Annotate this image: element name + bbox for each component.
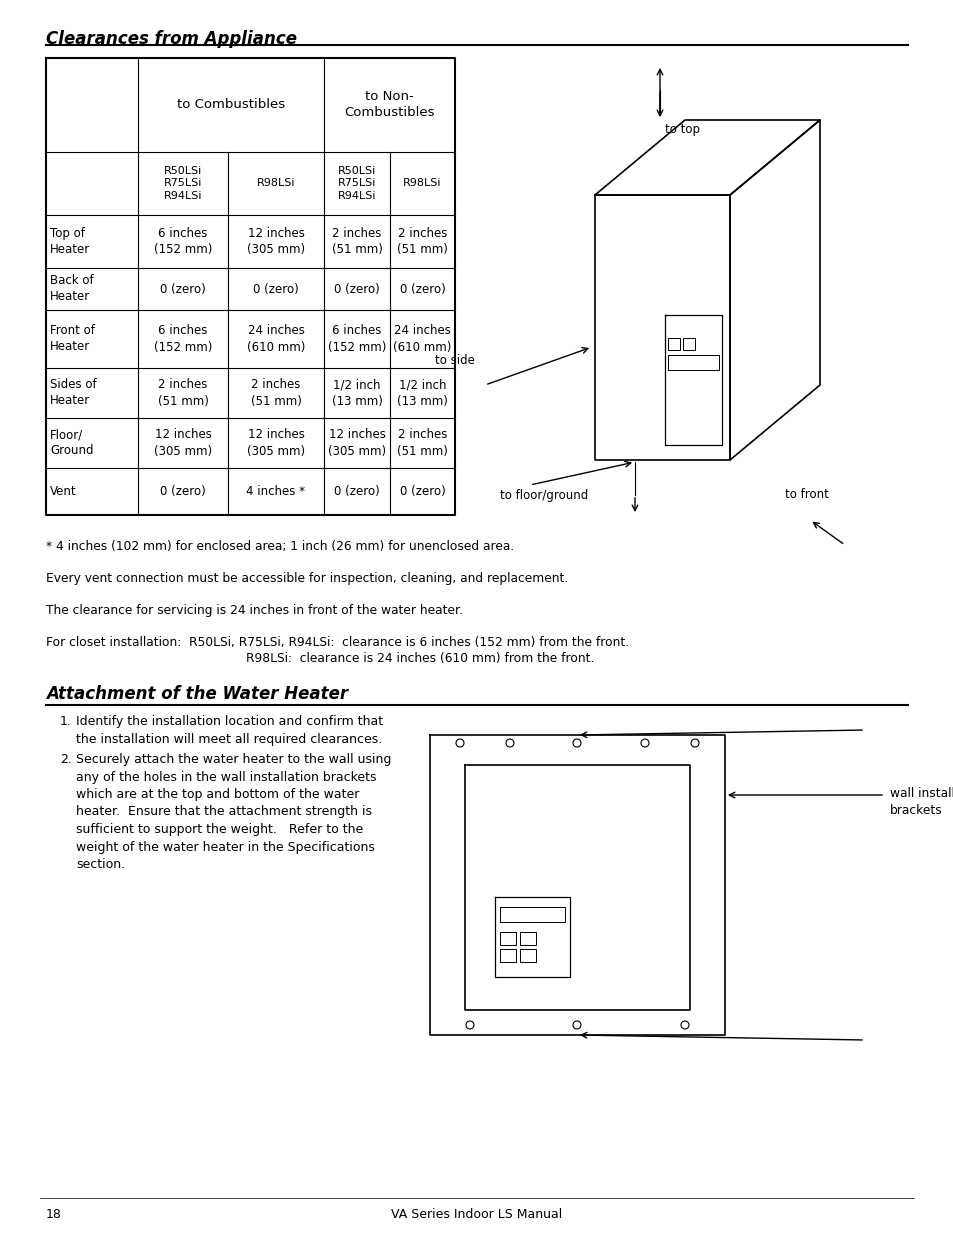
Text: 2 inches
(51 mm): 2 inches (51 mm) [251,378,301,408]
Text: The clearance for servicing is 24 inches in front of the water heater.: The clearance for servicing is 24 inches… [46,604,462,618]
Text: 2 inches
(51 mm): 2 inches (51 mm) [157,378,208,408]
Text: 0 (zero): 0 (zero) [160,485,206,498]
Text: 24 inches
(610 mm): 24 inches (610 mm) [247,325,305,353]
Text: R98LSi:  clearance is 24 inches (610 mm) from the front.: R98LSi: clearance is 24 inches (610 mm) … [246,652,594,664]
Text: Securely attach the water heater to the wall using
any of the holes in the wall : Securely attach the water heater to the … [76,753,391,871]
Text: 0 (zero): 0 (zero) [334,485,379,498]
Text: 1/2 inch
(13 mm): 1/2 inch (13 mm) [396,378,448,408]
Text: R98LSi: R98LSi [403,179,441,189]
Text: Attachment of the Water Heater: Attachment of the Water Heater [46,685,348,703]
Text: 1.: 1. [60,715,71,727]
Text: * 4 inches (102 mm) for enclosed area; 1 inch (26 mm) for unenclosed area.: * 4 inches (102 mm) for enclosed area; 1… [46,540,514,553]
Text: to top: to top [664,124,700,137]
Text: R50LSi
R75LSi
R94LSi: R50LSi R75LSi R94LSi [164,165,202,201]
Text: 6 inches
(152 mm): 6 inches (152 mm) [153,227,212,256]
Text: 0 (zero): 0 (zero) [253,283,298,295]
Bar [682,338,695,350]
Text: 12 inches
(305 mm): 12 inches (305 mm) [247,227,305,256]
Bar [499,948,516,962]
Text: Identify the installation location and confirm that
the installation will meet a: Identify the installation location and c… [76,715,383,746]
Text: 1/2 inch
(13 mm): 1/2 inch (13 mm) [332,378,382,408]
Text: 2.: 2. [60,753,71,766]
Text: 0 (zero): 0 (zero) [399,283,445,295]
Text: Vent: Vent [50,485,76,498]
Text: to Combustibles: to Combustibles [176,99,285,111]
Text: 2 inches
(51 mm): 2 inches (51 mm) [396,429,448,457]
Text: 0 (zero): 0 (zero) [399,485,445,498]
Text: 18: 18 [46,1208,62,1221]
Bar [519,948,536,962]
Text: 12 inches
(305 mm): 12 inches (305 mm) [328,429,386,457]
Text: 2 inches
(51 mm): 2 inches (51 mm) [396,227,448,256]
Text: Front of
Heater: Front of Heater [50,325,94,353]
Text: Back of
Heater: Back of Heater [50,274,93,304]
Text: R50LSi
R75LSi
R94LSi: R50LSi R75LSi R94LSi [337,165,375,201]
Text: VA Series Indoor LS Manual: VA Series Indoor LS Manual [391,1208,562,1221]
Bar [667,354,719,370]
Bar [499,906,564,923]
Text: 12 inches
(305 mm): 12 inches (305 mm) [247,429,305,457]
Text: For closet installation:  R50LSi, R75LSi, R94LSi:  clearance is 6 inches (152 mm: For closet installation: R50LSi, R75LSi,… [46,636,628,650]
Text: 12 inches
(305 mm): 12 inches (305 mm) [153,429,212,457]
Text: 6 inches
(152 mm): 6 inches (152 mm) [153,325,212,353]
Text: Sides of
Heater: Sides of Heater [50,378,96,408]
Text: to floor/ground: to floor/ground [499,489,588,501]
Text: 2 inches
(51 mm): 2 inches (51 mm) [332,227,382,256]
Text: 24 inches
(610 mm): 24 inches (610 mm) [393,325,451,353]
Text: Every vent connection must be accessible for inspection, cleaning, and replaceme: Every vent connection must be accessible… [46,572,568,585]
Text: 4 inches *: 4 inches * [246,485,305,498]
Text: R98LSi: R98LSi [256,179,294,189]
Text: to Non-
Combustibles: to Non- Combustibles [344,90,435,120]
Text: Floor/
Ground: Floor/ Ground [50,429,93,457]
Text: Clearances from Appliance: Clearances from Appliance [46,30,296,48]
Text: 0 (zero): 0 (zero) [334,283,379,295]
Text: wall installation
brackets: wall installation brackets [889,787,953,818]
Text: to side: to side [435,353,475,367]
Bar [667,338,679,350]
Text: 0 (zero): 0 (zero) [160,283,206,295]
Text: Top of
Heater: Top of Heater [50,227,91,256]
Text: 6 inches
(152 mm): 6 inches (152 mm) [328,325,386,353]
Bar [519,932,536,945]
Bar [499,932,516,945]
Text: to front: to front [784,489,828,501]
